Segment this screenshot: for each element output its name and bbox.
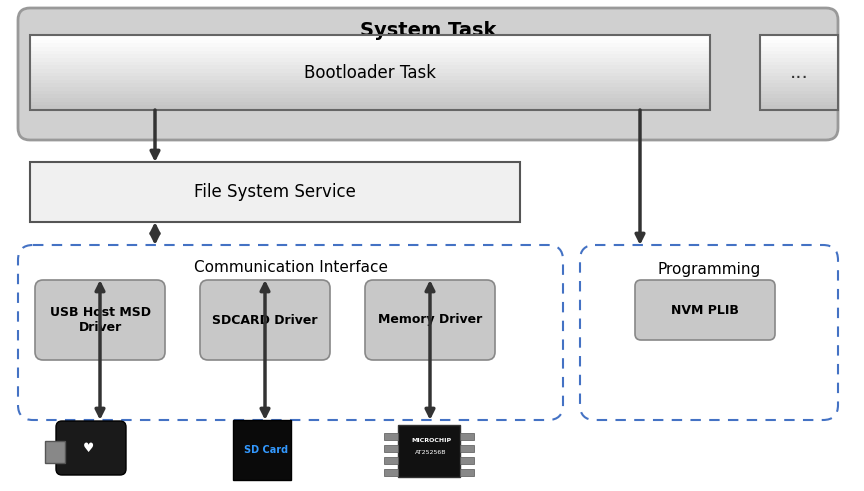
Bar	[31, 40, 709, 43]
Bar	[761, 98, 837, 102]
Bar	[31, 58, 709, 61]
Bar	[761, 69, 837, 73]
Bar	[761, 61, 837, 65]
Bar	[30, 162, 520, 222]
Text: AT25256B: AT25256B	[416, 451, 447, 456]
Bar	[31, 83, 709, 87]
Bar	[31, 51, 709, 54]
Bar	[761, 94, 837, 98]
Bar	[460, 457, 474, 464]
Text: USB Host MSD
Driver: USB Host MSD Driver	[49, 306, 150, 334]
Bar	[460, 445, 474, 452]
Bar	[761, 58, 837, 61]
Text: ♥: ♥	[82, 441, 93, 455]
Bar	[31, 91, 709, 94]
Bar	[31, 54, 709, 58]
Text: NVM PLIB: NVM PLIB	[671, 303, 739, 317]
Bar	[761, 65, 837, 69]
Bar	[761, 106, 837, 109]
Bar	[761, 40, 837, 43]
Bar	[384, 445, 398, 452]
Text: Communication Interface: Communication Interface	[194, 260, 387, 274]
FancyBboxPatch shape	[365, 280, 495, 360]
Bar	[460, 433, 474, 440]
Bar	[761, 73, 837, 76]
Bar	[761, 102, 837, 106]
Bar	[761, 54, 837, 58]
Bar	[460, 469, 474, 476]
FancyBboxPatch shape	[18, 8, 838, 140]
Bar	[31, 61, 709, 65]
Bar	[31, 65, 709, 69]
Bar	[761, 47, 837, 51]
Text: System Task: System Task	[359, 21, 496, 39]
Bar	[31, 43, 709, 47]
Bar	[31, 69, 709, 73]
Bar	[384, 457, 398, 464]
Text: File System Service: File System Service	[194, 183, 356, 201]
Bar	[31, 106, 709, 109]
Text: Bootloader Task: Bootloader Task	[304, 63, 436, 82]
Bar	[31, 73, 709, 76]
Bar	[31, 47, 709, 51]
Text: MICROCHIP: MICROCHIP	[411, 438, 451, 443]
Text: SD Card: SD Card	[244, 445, 288, 455]
Bar	[31, 87, 709, 91]
FancyBboxPatch shape	[200, 280, 330, 360]
Bar	[31, 102, 709, 106]
Bar	[31, 80, 709, 83]
Bar	[31, 76, 709, 80]
Bar	[233, 420, 291, 480]
Bar	[31, 36, 709, 40]
Bar	[761, 51, 837, 54]
Bar	[398, 425, 460, 477]
Bar	[45, 441, 65, 463]
Bar	[760, 35, 838, 110]
FancyBboxPatch shape	[56, 421, 126, 475]
FancyBboxPatch shape	[35, 280, 165, 360]
Text: Memory Driver: Memory Driver	[378, 313, 482, 327]
Bar	[761, 83, 837, 87]
Text: Programming
Interface: Programming Interface	[658, 262, 760, 298]
Bar	[761, 43, 837, 47]
Text: ...: ...	[790, 63, 809, 82]
Bar	[31, 98, 709, 102]
Bar	[30, 35, 710, 110]
Bar	[761, 87, 837, 91]
Bar	[31, 94, 709, 98]
Bar	[761, 36, 837, 40]
FancyBboxPatch shape	[635, 280, 775, 340]
Bar	[384, 433, 398, 440]
Text: SDCARD Driver: SDCARD Driver	[213, 313, 318, 327]
Bar	[384, 469, 398, 476]
Bar	[761, 76, 837, 80]
Bar	[761, 80, 837, 83]
Bar	[761, 91, 837, 94]
